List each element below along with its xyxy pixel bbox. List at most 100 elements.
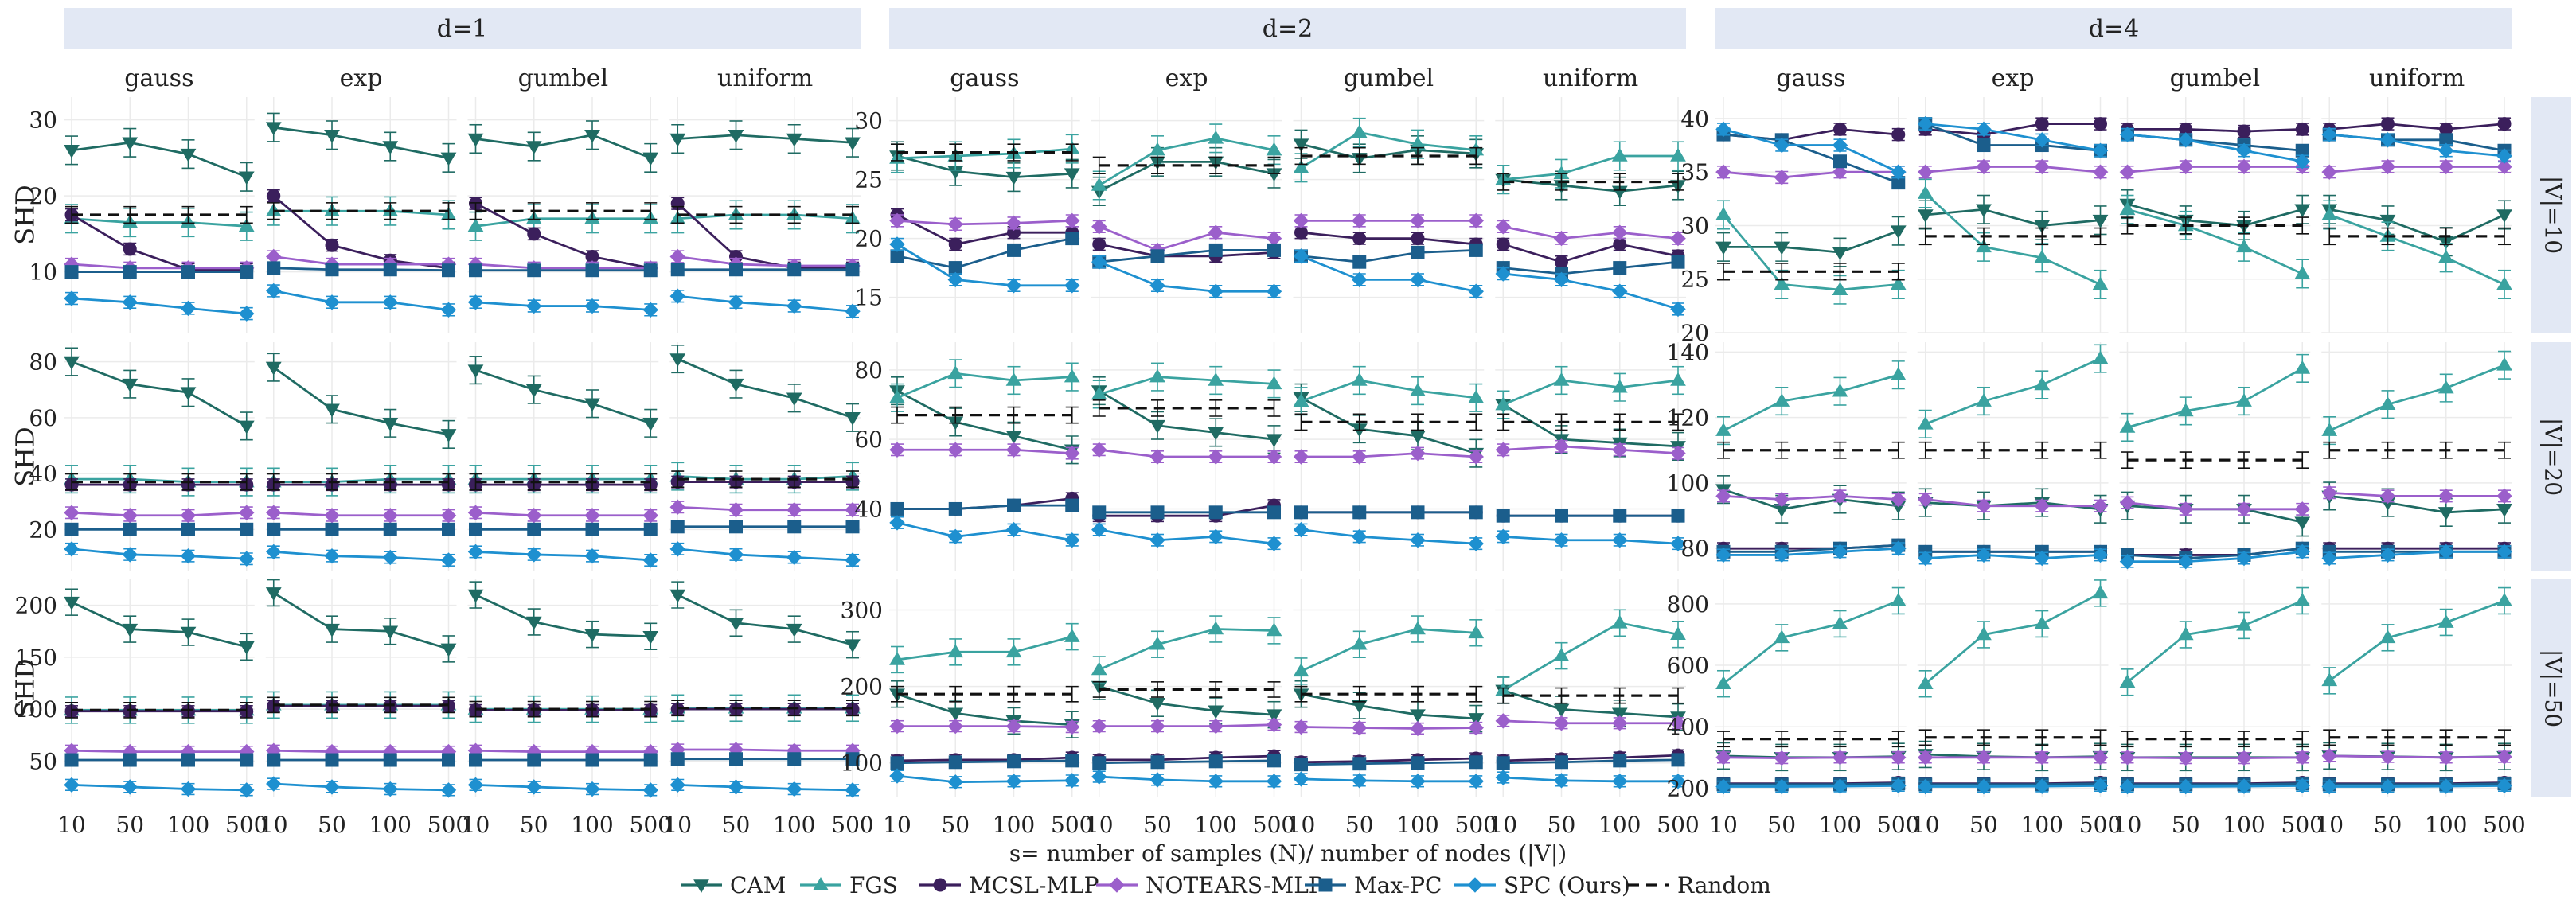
point-cam: [1715, 241, 1731, 255]
line-fgs: [2328, 213, 2505, 286]
point-spc-ours: [1715, 778, 1731, 795]
point-spc-ours: [1293, 248, 1309, 264]
line-cam: [1502, 403, 1679, 448]
point-notears-mlp: [1410, 212, 1426, 229]
panel-d-1-uniform-2: [669, 342, 861, 571]
point-spc-ours: [382, 781, 398, 797]
legend-marker: [1318, 878, 1333, 892]
x-tick-label: 50: [941, 812, 970, 838]
point-mcsl-mlp: [1352, 232, 1367, 246]
panel-d-4-exp-1: [1917, 97, 2109, 333]
point-cam: [1976, 204, 1992, 218]
series-mcsl-mlp: [890, 491, 1079, 516]
point-cam: [324, 623, 340, 637]
line-notears-mlp: [273, 749, 449, 753]
x-tick-label: 500: [1657, 812, 1699, 838]
point-cam: [845, 137, 861, 151]
point-notears-mlp: [324, 508, 340, 524]
series-random: [2121, 731, 2309, 748]
line-spc-ours: [2127, 550, 2303, 563]
point-notears-mlp: [1553, 438, 1570, 454]
x-tick-label: 500: [1455, 812, 1497, 838]
series-max-pc: [267, 522, 455, 536]
point-max-pc: [1267, 505, 1281, 520]
point-spc-ours: [947, 271, 963, 288]
legend-marker: [933, 878, 947, 892]
panel-d-2-exp-2: [1091, 342, 1282, 571]
series-random: [2323, 729, 2511, 746]
series-cam: [467, 356, 659, 438]
series-notears-mlp: [467, 256, 658, 276]
series-notears-mlp: [2119, 750, 2310, 766]
x-tick-label: 500: [2483, 812, 2525, 838]
point-notears-mlp: [2496, 158, 2512, 175]
series-random: [1918, 729, 2107, 746]
point-fgs: [1266, 376, 1282, 390]
point-fgs: [2034, 249, 2051, 263]
series-spc-ours: [266, 283, 457, 318]
point-spc-ours: [2321, 127, 2337, 142]
line-spc-ours: [1301, 777, 1477, 783]
legend-label: Random: [1677, 872, 1771, 898]
x-tick-label: 50: [1345, 812, 1374, 838]
series-max-pc: [670, 520, 860, 534]
point-fgs: [1917, 185, 1934, 199]
line-fgs: [1925, 357, 2102, 426]
legend-item-notears-mlp: NOTEARS-MLP: [1096, 872, 1324, 898]
point-spc-ours: [1468, 774, 1484, 789]
point-max-pc: [1613, 261, 1627, 275]
series-random: [65, 702, 253, 719]
line-spc-ours: [71, 548, 247, 560]
line-cam: [272, 366, 449, 436]
y-tick-label: 30: [854, 108, 883, 134]
line-notears-mlp: [896, 220, 1072, 226]
y-tick-label: 80: [1680, 536, 1709, 562]
point-spc-ours: [2119, 127, 2136, 142]
point-spc-ours: [440, 782, 457, 798]
x-tick-label: 100: [1819, 812, 1861, 838]
series-fgs: [2321, 350, 2512, 446]
line-notears-mlp: [1502, 225, 1679, 240]
point-max-pc: [1007, 754, 1021, 769]
strip-label-d-1: d=1: [437, 15, 487, 43]
point-cam: [122, 378, 139, 392]
line-notears-mlp: [273, 255, 449, 266]
x-tick-label: 10: [1489, 812, 1517, 838]
point-max-pc: [527, 753, 541, 767]
point-fgs: [1149, 142, 1165, 156]
noise-label-gauss-5: gauss: [950, 64, 1019, 92]
point-notears-mlp: [382, 508, 398, 524]
point-spc-ours: [1410, 774, 1426, 789]
point-fgs: [889, 651, 905, 665]
series-random: [1918, 227, 2107, 246]
point-notears-mlp: [2119, 750, 2136, 766]
x-tick-label: 500: [831, 812, 873, 838]
x-tick-label: 100: [993, 812, 1035, 838]
line-spc-ours: [1301, 528, 1477, 545]
series-notears-mlp: [467, 505, 658, 524]
point-max-pc: [890, 501, 904, 516]
series-max-pc: [2121, 777, 2309, 792]
line-notears-mlp: [475, 511, 651, 517]
series-cam: [265, 353, 457, 449]
point-cam: [265, 122, 282, 136]
y-tick-label: 30: [1680, 212, 1709, 239]
point-spc-ours: [1918, 778, 1934, 795]
point-fgs: [1351, 124, 1368, 138]
point-notears-mlp: [1149, 449, 1165, 465]
point-notears-mlp: [1293, 212, 1309, 229]
point-notears-mlp: [1468, 719, 1484, 736]
noise-label-gumbel-3: gumbel: [518, 64, 609, 92]
point-notears-mlp: [1918, 164, 1934, 180]
point-cam: [1149, 697, 1165, 711]
point-spc-ours: [1553, 532, 1570, 548]
noise-label-uniform-12: uniform: [2369, 64, 2465, 92]
panel-d-4-gumbel-2: [2119, 342, 2311, 571]
series-cam: [889, 141, 1080, 193]
point-fgs: [947, 644, 964, 658]
point-spc-ours: [2092, 142, 2109, 158]
point-fgs: [1670, 626, 1686, 641]
series-max-pc: [64, 265, 254, 279]
point-spc-ours: [1266, 774, 1282, 789]
point-spc-ours: [584, 548, 600, 564]
